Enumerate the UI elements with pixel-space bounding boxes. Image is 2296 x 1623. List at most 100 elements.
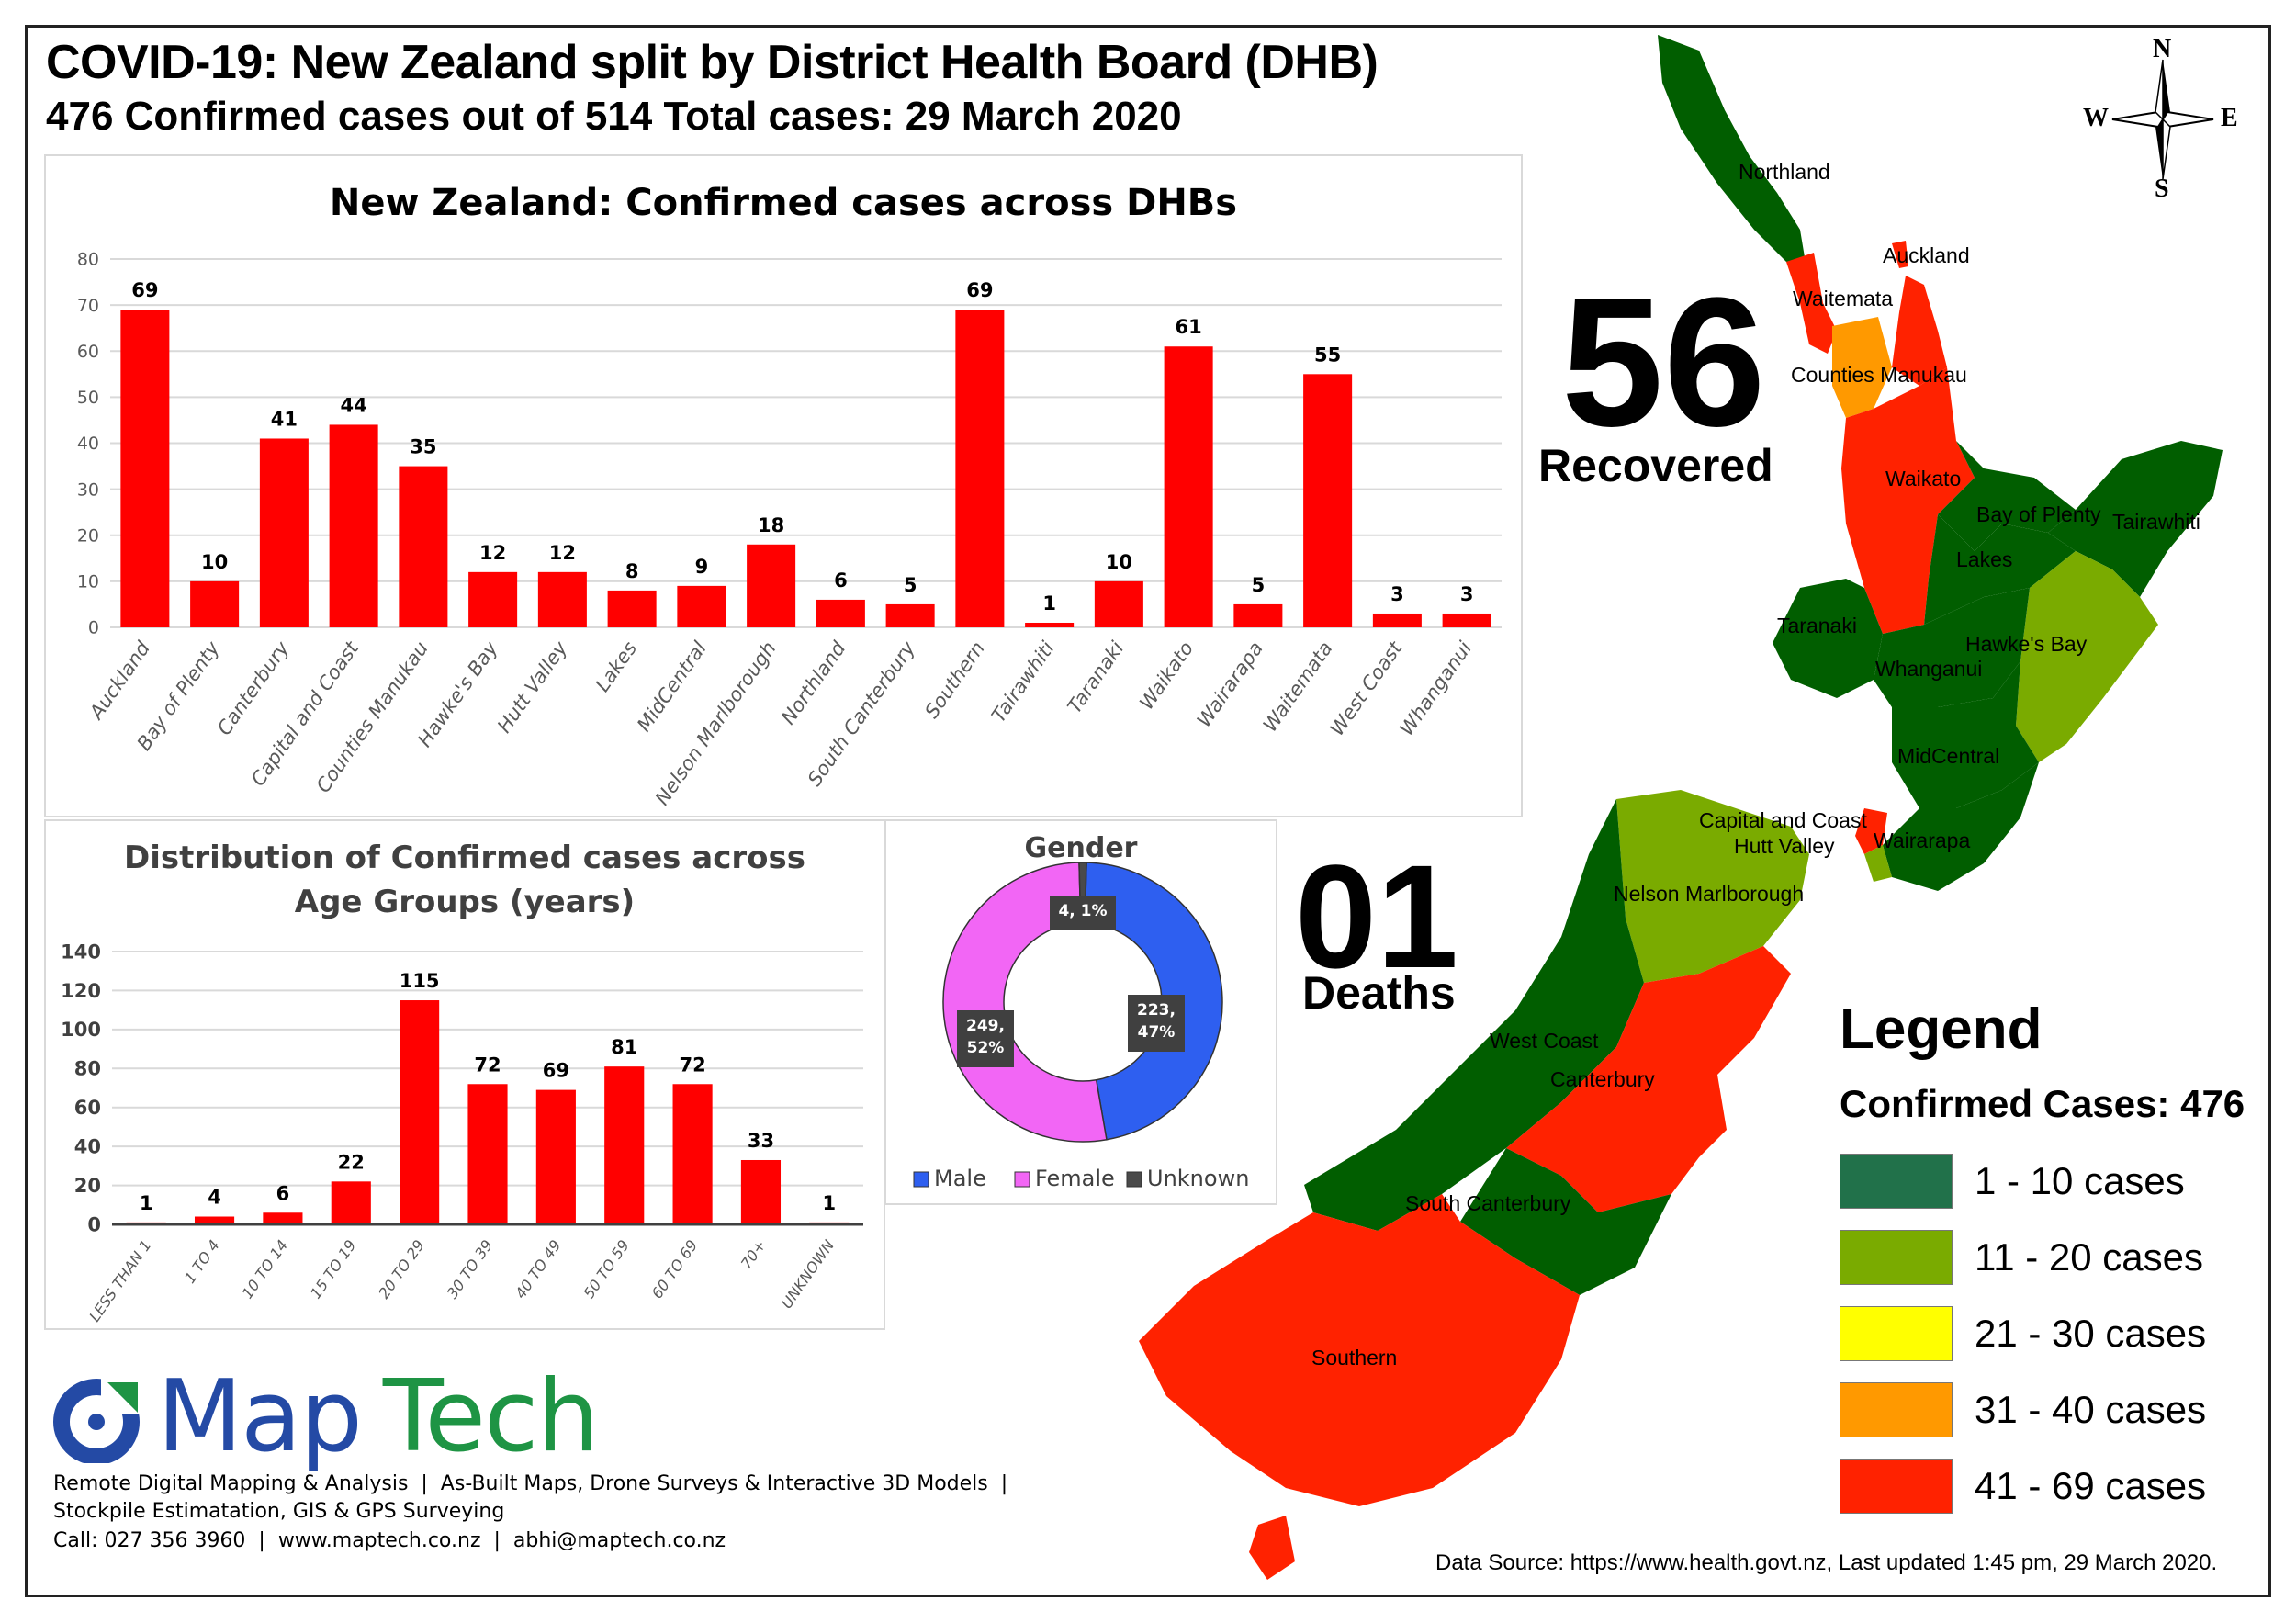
map-label-midcentral: MidCentral [1897, 744, 2000, 768]
legend-swatch [1840, 1154, 1953, 1209]
x-category-label: Wairarapa [1193, 637, 1267, 731]
donut-data-label [957, 1010, 1014, 1067]
bar-value-label: 1 [823, 1192, 837, 1214]
legend-label: 31 - 40 cases [1975, 1388, 2207, 1431]
bar-value-label: 5 [904, 574, 917, 596]
legend-title: Legend [1840, 997, 2043, 1061]
bar [400, 1000, 440, 1224]
bar [399, 466, 448, 627]
legend-label: Female [1035, 1166, 1115, 1191]
bar [1094, 580, 1143, 627]
legend-swatch [1840, 1306, 1953, 1361]
bar-value-label: 3 [1460, 583, 1474, 605]
bar-value-label: 115 [400, 970, 440, 992]
bar-value-label: 1 [1042, 592, 1056, 614]
legend-swatch [1014, 1171, 1030, 1188]
data-source-note: Data Source: https://www.health.govt.nz,… [1435, 1550, 2218, 1575]
donut-slice-male [1084, 862, 1223, 1141]
bar [1303, 374, 1353, 627]
y-tick-label: 20 [77, 525, 99, 546]
map-label-hawkes: Hawke's Bay [1965, 632, 2088, 656]
legend-item: 41 - 69 cases [1840, 1458, 2206, 1515]
bar-value-label: 8 [625, 560, 639, 582]
bar-value-label: 6 [834, 569, 848, 592]
donut-data-label-text: 223, [1137, 1001, 1176, 1020]
x-category-label: Tairawhiti [987, 637, 1059, 727]
map-label-southcant: South Canterbury [1405, 1191, 1571, 1215]
x-category-label: 50 TO 59 [580, 1236, 633, 1302]
gender-donut-chart: 223, 47% 249, 52% 4, 1% Male Female Unknown [913, 862, 1249, 1191]
x-category-label: Lakes [591, 637, 641, 695]
bar [816, 599, 865, 627]
bar [259, 438, 309, 627]
legend-swatch [1840, 1230, 1953, 1285]
bar-value-label: 18 [758, 514, 784, 536]
donut-data-label-text: 4, 1% [1058, 902, 1107, 920]
bar-value-label: 6 [276, 1182, 290, 1204]
map-label-whanganui: Whanganui [1875, 657, 1983, 681]
x-category-label: UNKNOWN [778, 1236, 838, 1312]
x-category-label: Waitemata [1259, 637, 1337, 736]
legend-swatch [1126, 1171, 1142, 1188]
y-tick-label: 70 [77, 296, 99, 316]
bar-value-label: 5 [1252, 574, 1266, 596]
donut-data-label [1050, 896, 1116, 930]
bar-value-label: 10 [201, 551, 228, 573]
legend-swatch [913, 1171, 929, 1188]
bar-value-label: 22 [338, 1151, 365, 1173]
legend-item: 1 - 10 cases [1840, 1153, 2185, 1210]
page-subtitle: 476 Confirmed cases out of 514 Total cas… [46, 94, 1182, 139]
x-category-label: 10 TO 14 [239, 1236, 292, 1302]
bar [1164, 346, 1213, 627]
compass-rose: N S W E [2076, 35, 2250, 203]
y-tick-label: 20 [74, 1175, 101, 1197]
bar-value-label: 69 [543, 1060, 569, 1082]
map-label-lakes: Lakes [1956, 547, 2013, 571]
bar [535, 1089, 576, 1224]
legend-label: 1 - 10 cases [1975, 1159, 2185, 1202]
map-label-waikato: Waikato [1885, 467, 1962, 490]
donut-data-label-text: 52% [967, 1039, 1005, 1057]
bar [537, 571, 587, 627]
bar-value-label: 35 [410, 436, 436, 458]
bar-value-label: 44 [341, 394, 367, 416]
x-category-label: Hutt Valley [493, 637, 572, 738]
bar [604, 1066, 645, 1224]
legend-swatch [1840, 1382, 1953, 1437]
age-bar-chart: 0 20 40 60 80 100 120 140 1 LESS THAN 1 4 1 TO 4 6 10… [61, 941, 863, 1324]
x-category-label: MidCentral [633, 637, 711, 736]
legend-label: 21 - 30 cases [1975, 1312, 2207, 1355]
map-label-nelson: Nelson Marlborough [1614, 882, 1805, 906]
dhb-chart-panel: New Zealand: Confirmed cases across DHBs… [44, 154, 1523, 817]
compass-n: N [2153, 35, 2172, 63]
bar-value-label: 55 [1314, 344, 1341, 366]
services-line-2: Stockpile Estimatation, GIS & GPS Survey… [53, 1500, 505, 1523]
y-tick-label: 120 [61, 980, 101, 1002]
bar-value-label: 61 [1176, 316, 1202, 338]
recovered-count: 56 [1561, 260, 1766, 465]
x-category-label: 1 TO 4 [181, 1236, 223, 1286]
x-category-label: 15 TO 19 [307, 1236, 360, 1302]
x-category-label: Taranaki [1064, 637, 1129, 717]
x-category-label: Northland [777, 637, 850, 729]
x-category-label: Nelson Marlborough [651, 637, 781, 809]
map-label-bop: Bay of Plenty [1976, 502, 2101, 526]
bar-value-label: 12 [479, 542, 506, 564]
y-tick-label: 80 [74, 1058, 101, 1080]
brand-word-map: Map [157, 1359, 363, 1474]
bar [190, 580, 240, 627]
bar [329, 424, 378, 627]
bar [677, 585, 726, 627]
x-category-label: 60 TO 69 [648, 1236, 702, 1302]
legend-subtitle: Confirmed Cases: 476 [1840, 1082, 2245, 1125]
map-label-hutt: Hutt Valley [1734, 834, 1835, 858]
compass-s: S [2155, 175, 2169, 203]
map-label-counties: Counties Manukau [1791, 363, 1967, 387]
y-tick-label: 0 [88, 618, 99, 638]
bar [467, 1084, 508, 1224]
bar [1372, 613, 1422, 627]
legend-item: 11 - 20 cases [1840, 1229, 2203, 1286]
age-chart-title-line2: Age Groups (years) [294, 884, 636, 920]
bar [672, 1084, 713, 1224]
gender-chart-panel: Gender 223, 47% 249, 52% 4, 1% Male Female Unkn… [884, 819, 1277, 1205]
